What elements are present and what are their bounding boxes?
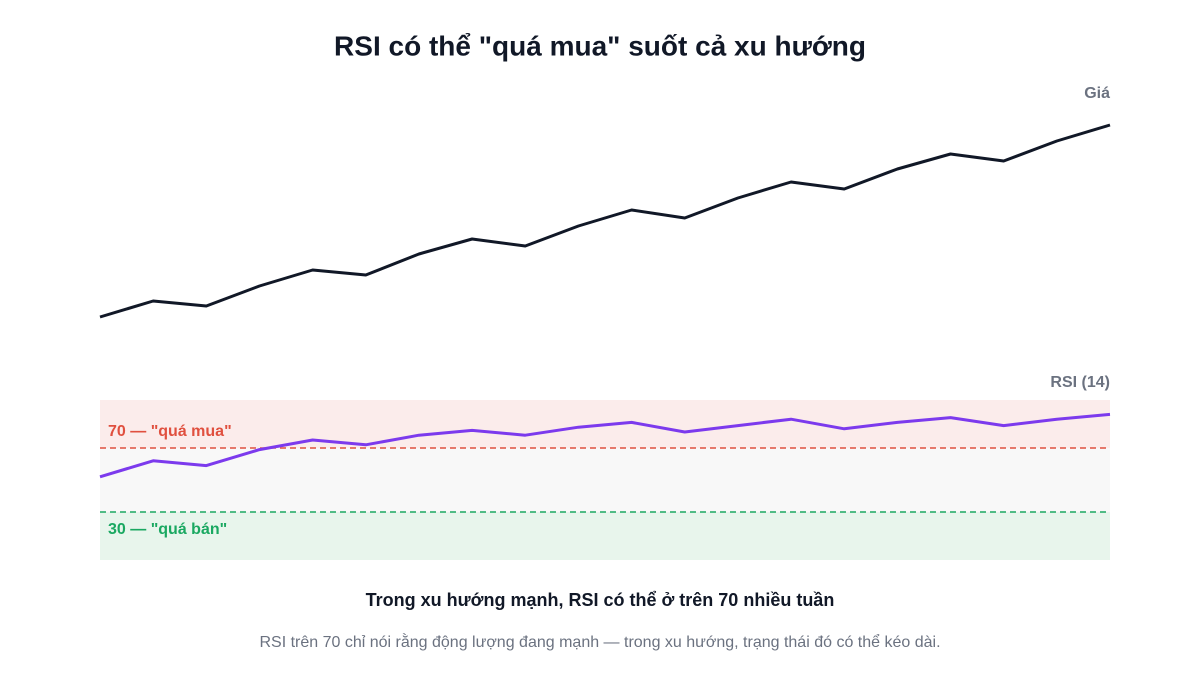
- series-line: [99, 412, 1111, 479]
- series-label: Giá: [1084, 85, 1110, 102]
- series-label: RSI (14): [1050, 374, 1110, 391]
- caption: Trong xu hướng mạnh, RSI có thể ở trên 7…: [366, 590, 835, 610]
- zone: [100, 512, 1110, 560]
- note: RSI trên 70 chỉ nói rằng động lượng đang…: [259, 632, 940, 651]
- threshold-label: 70 — "quá mua": [108, 423, 232, 440]
- threshold-label: 30 — "quá bán": [108, 521, 227, 538]
- series-line: [99, 123, 1111, 319]
- chart-title: RSI có thể "quá mua" suốt cả xu hướng: [334, 30, 866, 61]
